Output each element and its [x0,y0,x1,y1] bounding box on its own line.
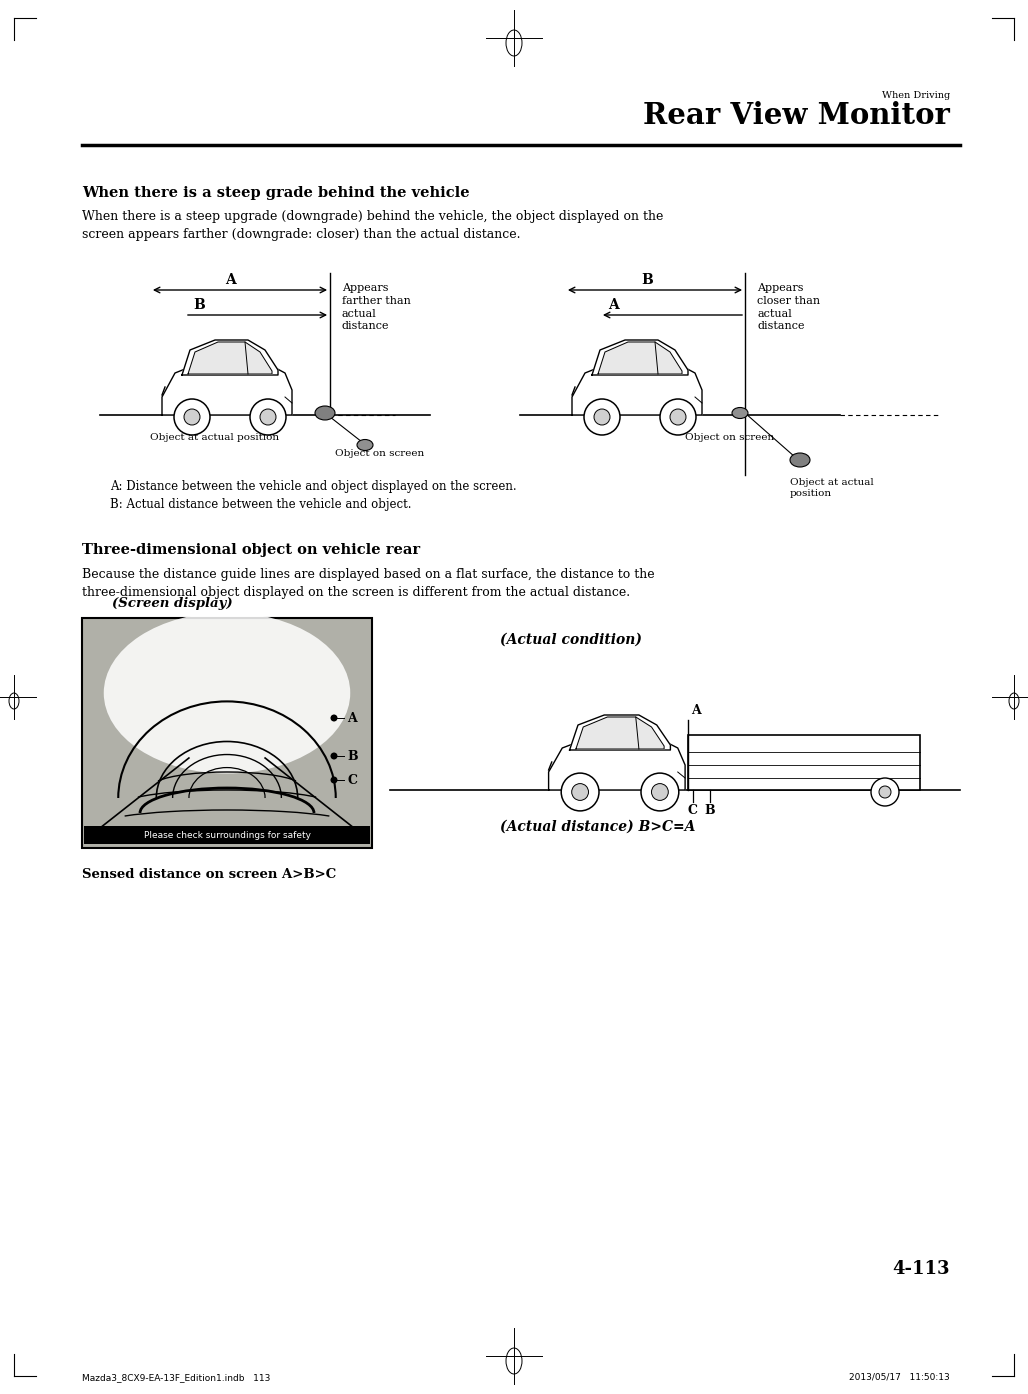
Text: (Actual condition): (Actual condition) [500,633,642,647]
Circle shape [879,786,891,797]
Text: Because the distance guide lines are displayed based on a flat surface, the dist: Because the distance guide lines are dis… [82,567,655,599]
Text: (Actual distance) B>C=A: (Actual distance) B>C=A [500,820,695,834]
Circle shape [594,408,610,425]
Text: 4-113: 4-113 [892,1260,950,1278]
Text: Rear View Monitor: Rear View Monitor [644,100,950,130]
Circle shape [561,774,599,811]
Text: Object at actual position: Object at actual position [150,434,280,442]
Polygon shape [570,715,670,750]
Text: Please check surroundings for safety: Please check surroundings for safety [144,831,310,839]
Circle shape [572,783,588,800]
Bar [84,827,370,843]
Text: A: Distance between the vehicle and object displayed on the screen.: A: Distance between the vehicle and obje… [110,480,517,493]
Text: A: A [225,273,235,287]
Text: C: C [688,804,698,817]
Circle shape [584,399,620,435]
Circle shape [652,783,668,800]
Text: B: B [347,750,358,763]
Circle shape [184,408,200,425]
Text: (Screen display): (Screen display) [112,597,232,611]
Circle shape [330,753,337,760]
Ellipse shape [315,406,335,420]
Text: When there is a steep upgrade (downgrade) behind the vehicle, the object display: When there is a steep upgrade (downgrade… [82,210,663,241]
Text: 2013/05/17   11:50:13: 2013/05/17 11:50:13 [849,1373,950,1381]
Polygon shape [549,737,685,790]
Text: A: A [691,704,701,717]
Text: When there is a steep grade behind the vehicle: When there is a steep grade behind the v… [82,185,470,199]
Text: B: B [641,273,653,287]
Polygon shape [592,340,688,375]
Polygon shape [572,362,702,415]
Text: Object on screen: Object on screen [335,449,425,459]
Text: Three-dimensional object on vehicle rear: Three-dimensional object on vehicle rear [82,544,420,558]
Circle shape [174,399,210,435]
Circle shape [670,408,686,425]
Ellipse shape [357,439,373,450]
Ellipse shape [732,407,748,418]
Ellipse shape [790,453,810,467]
Ellipse shape [104,612,351,774]
Bar [688,735,920,790]
Text: B: Actual distance between the vehicle and object.: B: Actual distance between the vehicle a… [110,498,411,512]
Circle shape [330,776,337,783]
Text: B: B [193,298,205,312]
Polygon shape [162,362,292,415]
Bar [82,618,372,848]
Text: B: B [704,804,715,817]
Text: Appears
closer than
actual
distance: Appears closer than actual distance [757,283,820,332]
Polygon shape [182,340,278,375]
Text: C: C [347,774,357,786]
Text: Object on screen: Object on screen [685,434,774,442]
Text: Mazda3_8CX9-EA-13F_Edition1.indb   113: Mazda3_8CX9-EA-13F_Edition1.indb 113 [82,1373,270,1381]
Text: A: A [608,298,619,312]
Text: Object at actual
position: Object at actual position [790,478,874,498]
Circle shape [660,399,696,435]
Polygon shape [598,342,682,374]
Circle shape [250,399,286,435]
Text: A: A [347,711,357,725]
Text: When Driving: When Driving [882,91,950,100]
Polygon shape [576,717,664,749]
Circle shape [871,778,900,806]
Circle shape [260,408,276,425]
Circle shape [641,774,678,811]
Text: Appears
farther than
actual
distance: Appears farther than actual distance [342,283,411,332]
Polygon shape [188,342,272,374]
Circle shape [330,715,337,722]
Text: Sensed distance on screen A>B>C: Sensed distance on screen A>B>C [82,868,336,881]
